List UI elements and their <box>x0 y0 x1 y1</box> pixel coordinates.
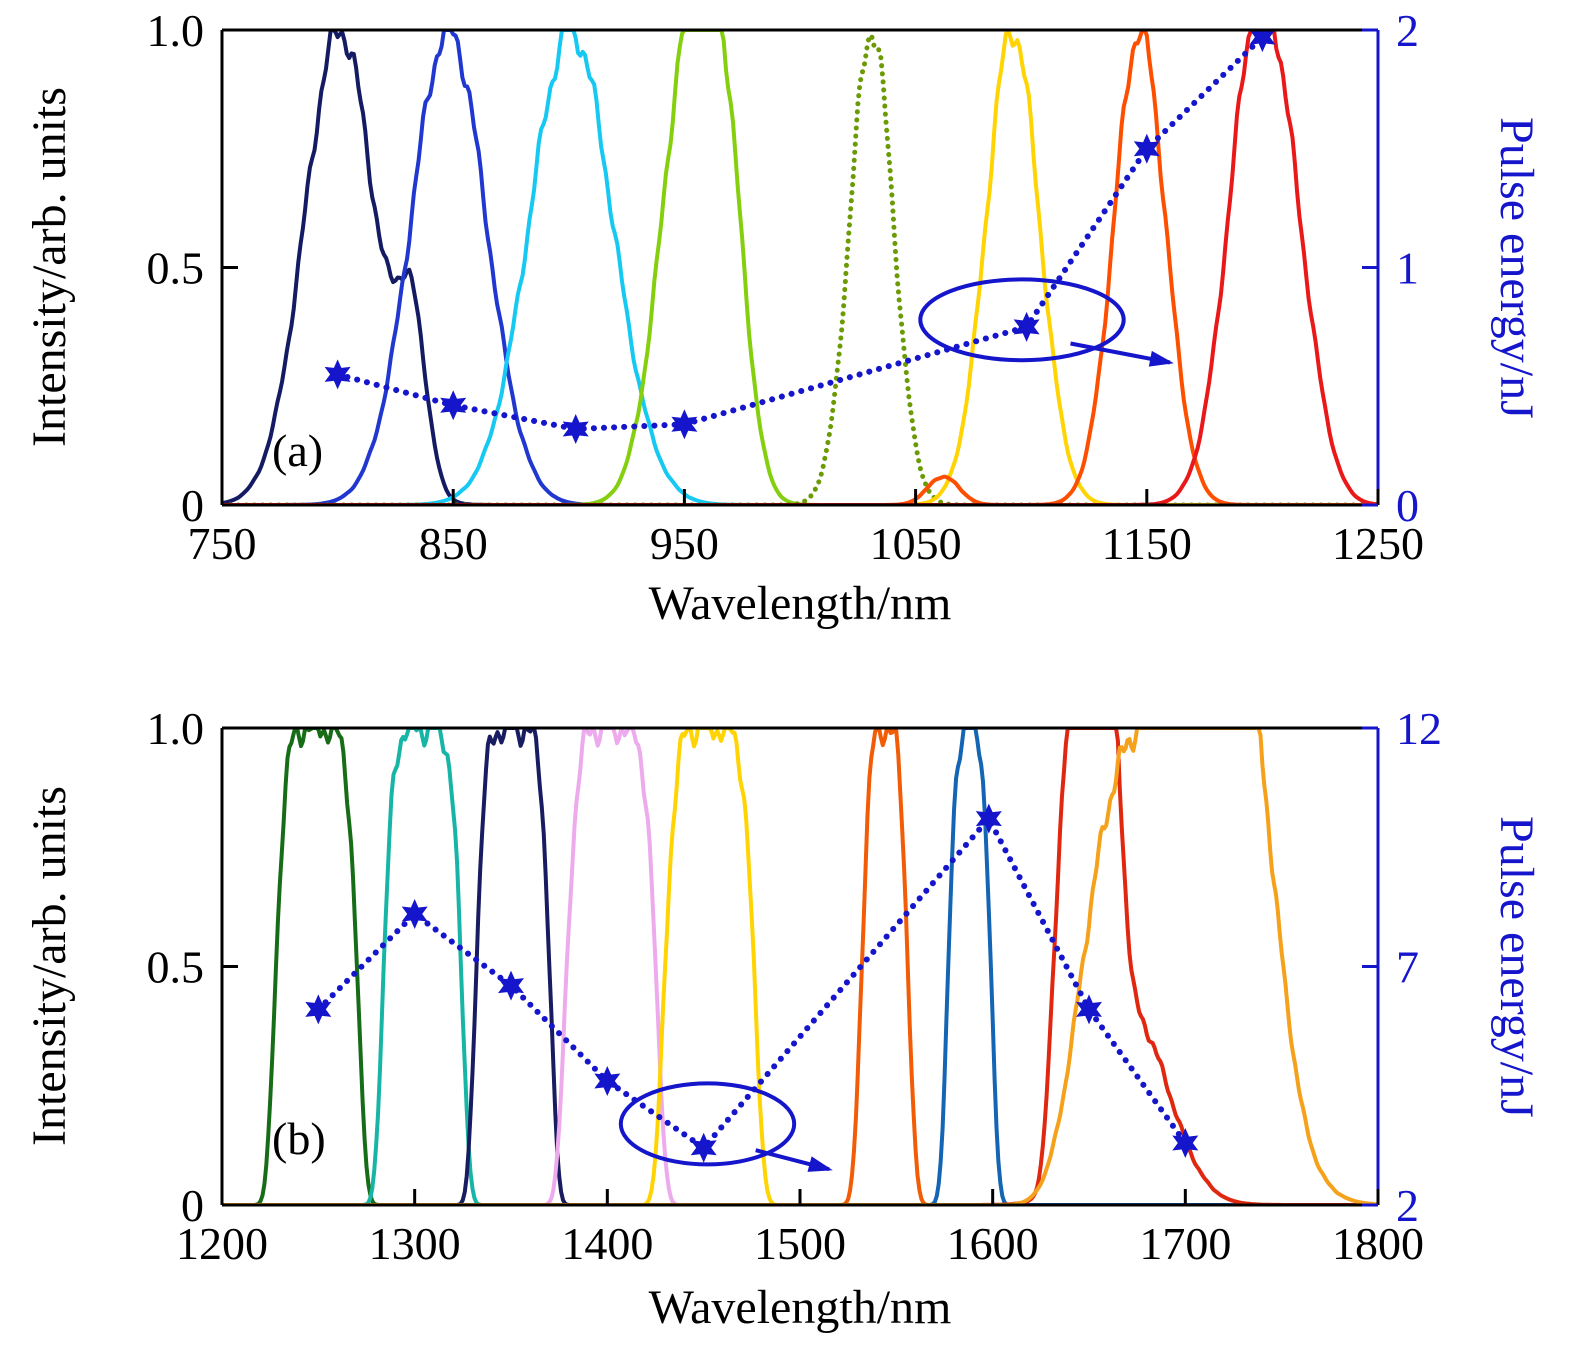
spectrum-1590nm <box>222 728 1378 1205</box>
pulse-energy-a-marker <box>1249 30 1276 53</box>
spectrum-1090nm <box>222 30 1378 505</box>
x-tick-label: 1250 <box>1332 518 1424 569</box>
pulse-energy-b-marker <box>305 994 332 1025</box>
panel-a-xlabel: Wavelength/nm <box>648 577 952 630</box>
y-tick-label-right: 0 <box>1396 480 1419 531</box>
y-tick-label-left: 0.5 <box>147 942 205 993</box>
pulse-energy-b-marker <box>401 899 428 929</box>
x-tick-label: 1050 <box>870 518 962 569</box>
panel-a-ylabel-left: Intensity/arb. units <box>23 87 76 448</box>
pulse-energy-b-marker <box>1076 994 1102 1025</box>
pulse-energy-a-marker <box>440 390 467 421</box>
pulse-energy-a-marker <box>1133 133 1160 164</box>
y-tick-label-left: 0 <box>181 480 204 531</box>
panel-b-letter: (b) <box>272 1113 326 1164</box>
spectrum-1400nm <box>222 728 1378 1205</box>
y-tick-label-right: 12 <box>1396 703 1442 754</box>
x-tick-label: 750 <box>188 518 257 569</box>
x-tick-label: 1300 <box>369 1218 461 1269</box>
spectrum-950nm <box>222 30 1378 505</box>
panel-b-ylabel-right: Pulse energy/nJ <box>1490 815 1543 1118</box>
pulse-energy-a-marker <box>1013 311 1040 342</box>
pulse-energy-a-marker <box>324 359 351 390</box>
pulse-energy-b-marker <box>975 803 1002 834</box>
y-tick-label-left: 1.0 <box>147 5 205 56</box>
spectrum-1545nm <box>222 728 1378 1205</box>
pulse-energy-a-line <box>334 34 1266 433</box>
panel-b-annotation-ellipse <box>618 1081 797 1167</box>
panel-a-ylabel-right: Pulse energy/nJ <box>1490 116 1543 419</box>
spectrum-1350nm <box>222 728 1378 1205</box>
x-tick-label: 1500 <box>754 1218 846 1269</box>
spectrum-1450nm <box>222 728 1378 1205</box>
x-tick-label: 950 <box>650 518 719 569</box>
pulse-energy-b-marker <box>690 1132 717 1163</box>
panel-b-ylabel-left: Intensity/arb. units <box>23 786 76 1147</box>
spectrum-1300nm <box>222 728 1378 1205</box>
spectrum-1700nm <box>222 728 1378 1205</box>
spectrum-1200nm <box>222 30 1378 505</box>
y-tick-label-right: 2 <box>1396 5 1419 56</box>
spectrum-1030nm <box>222 32 1378 505</box>
spectrum-1650nm <box>222 728 1378 1205</box>
y-tick-label-right: 7 <box>1396 942 1419 993</box>
x-tick-label: 1400 <box>561 1218 653 1269</box>
x-tick-label: 850 <box>419 518 488 569</box>
x-tick-label: 1200 <box>176 1218 268 1269</box>
panel-b-xlabel: Wavelength/nm <box>648 1281 952 1334</box>
x-tick-label: 1700 <box>1139 1218 1231 1269</box>
spectrum-900nm <box>222 30 1378 505</box>
x-tick-label: 1800 <box>1332 1218 1424 1269</box>
y-tick-label-left: 1.0 <box>147 703 205 754</box>
panel-b-annotation-arrowhead <box>807 1156 833 1172</box>
panel-a-annotation-arrowhead <box>1148 350 1174 367</box>
spectrum-1150nm <box>222 30 1378 505</box>
panel-a-annotation-ellipse <box>918 277 1126 363</box>
spectrum-850nm <box>222 30 1378 505</box>
y-tick-label-left: 0.5 <box>147 243 205 294</box>
panel-a-letter: (a) <box>272 425 324 476</box>
pulse-energy-b-marker <box>498 970 524 1001</box>
spectrum-800nm <box>222 30 1378 505</box>
pulse-energy-b-marker <box>594 1066 621 1096</box>
pulse-energy-a-marker <box>671 409 698 440</box>
panel-b-plot-area <box>222 728 1378 1205</box>
pulse-energy-b-marker <box>1172 1128 1199 1158</box>
x-tick-label: 1600 <box>947 1218 1039 1269</box>
pulse-energy-a-marker <box>562 414 589 444</box>
pulse-energy-b-line <box>315 813 1189 1152</box>
y-tick-label-left: 0 <box>181 1180 204 1231</box>
spectrum-1250nm <box>222 728 1378 1205</box>
x-tick-label: 1150 <box>1102 518 1192 569</box>
panel-a-plot-area <box>222 30 1378 505</box>
y-tick-label-right: 1 <box>1396 243 1419 294</box>
y-tick-label-right: 2 <box>1396 1180 1419 1231</box>
